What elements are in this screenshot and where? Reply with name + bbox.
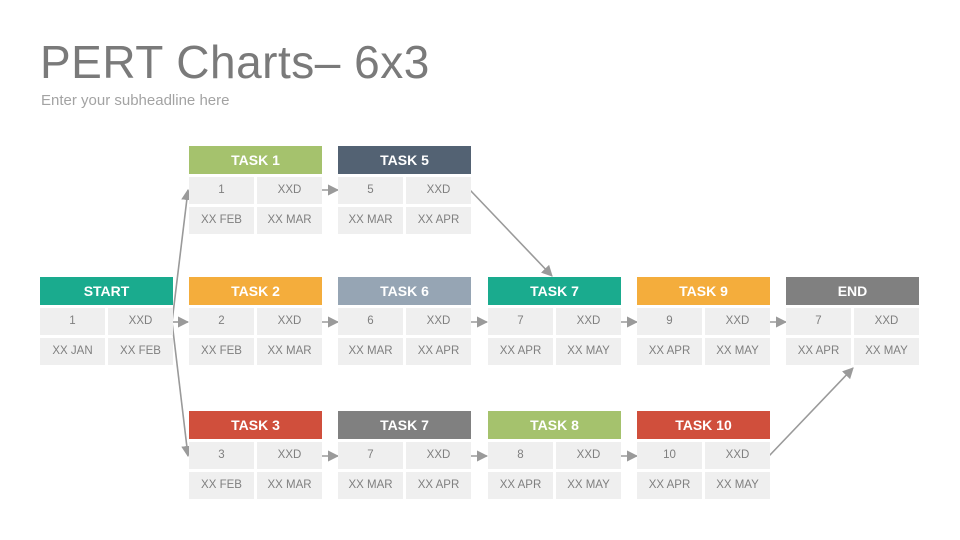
node-end-date: XX MAY: [556, 472, 621, 499]
node-end-date: XX MAR: [257, 472, 322, 499]
node-id: 7: [338, 442, 403, 469]
node-id: 6: [338, 308, 403, 335]
node-title: TASK 3: [189, 411, 322, 439]
node-id: 8: [488, 442, 553, 469]
node-id: 9: [637, 308, 702, 335]
node-id: 7: [786, 308, 851, 335]
node-id: 1: [40, 308, 105, 335]
node-duration: XXD: [705, 442, 770, 469]
node-start-date: XX FEB: [189, 472, 254, 499]
node-duration: XXD: [257, 177, 322, 204]
node-start-date: XX APR: [488, 338, 553, 365]
node-start-date: XX MAR: [338, 472, 403, 499]
node-duration: XXD: [854, 308, 919, 335]
node-duration: XXD: [108, 308, 173, 335]
node-title: TASK 10: [637, 411, 770, 439]
node-task-5: TASK 5 5 XXD XX MAR XX APR: [338, 146, 471, 235]
page-subtitle: Enter your subheadline here: [41, 92, 230, 109]
node-title: END: [786, 277, 919, 305]
node-start-date: XX MAR: [338, 338, 403, 365]
node-end-date: XX MAY: [705, 472, 770, 499]
node-id: 5: [338, 177, 403, 204]
node-task-9: TASK 9 9 XXD XX APR XX MAY: [637, 277, 770, 366]
node-title: TASK 7: [338, 411, 471, 439]
page-title: PERT Charts– 6x3: [40, 36, 430, 88]
node-end-date: XX APR: [406, 207, 471, 234]
node-end-date: XX MAR: [257, 338, 322, 365]
node-title: TASK 5: [338, 146, 471, 174]
node-task-7: TASK 7 7 XXD XX APR XX MAY: [488, 277, 621, 366]
node-task-8: TASK 8 8 XXD XX APR XX MAY: [488, 411, 621, 500]
node-start-date: XX APR: [637, 472, 702, 499]
node-task-2: TASK 2 2 XXD XX FEB XX MAR: [189, 277, 322, 366]
node-task-7-lower: TASK 7 7 XXD XX MAR XX APR: [338, 411, 471, 500]
node-start-date: XX MAR: [338, 207, 403, 234]
node-end-date: XX FEB: [108, 338, 173, 365]
node-title: TASK 9: [637, 277, 770, 305]
arrow-start-task3: [171, 321, 193, 458]
node-title: START: [40, 277, 173, 305]
node-duration: XXD: [556, 308, 621, 335]
node-id: 3: [189, 442, 254, 469]
node-start-date: XX APR: [637, 338, 702, 365]
node-id: 7: [488, 308, 553, 335]
node-end-date: XX MAY: [854, 338, 919, 365]
node-start: START 1 XXD XX JAN XX FEB: [40, 277, 173, 366]
arrow-start-task1: [171, 188, 193, 323]
node-duration: XXD: [705, 308, 770, 335]
node-task-6: TASK 6 6 XXD XX MAR XX APR: [338, 277, 471, 366]
node-end-date: XX MAR: [257, 207, 322, 234]
node-task-3: TASK 3 3 XXD XX FEB XX MAR: [189, 411, 322, 500]
node-end: END 7 XXD XX APR XX MAY: [786, 277, 919, 366]
node-id: 1: [189, 177, 254, 204]
node-duration: XXD: [257, 308, 322, 335]
node-task-1: TASK 1 1 XXD XX FEB XX MAR: [189, 146, 322, 235]
node-id: 2: [189, 308, 254, 335]
node-start-date: XX FEB: [189, 338, 254, 365]
node-duration: XXD: [406, 308, 471, 335]
node-end-date: XX MAY: [705, 338, 770, 365]
node-start-date: XX APR: [488, 472, 553, 499]
node-end-date: XX MAY: [556, 338, 621, 365]
node-start-date: XX FEB: [189, 207, 254, 234]
node-id: 10: [637, 442, 702, 469]
node-title: TASK 7: [488, 277, 621, 305]
node-title: TASK 1: [189, 146, 322, 174]
arrow-task5-task7: [469, 189, 553, 277]
node-duration: XXD: [406, 177, 471, 204]
node-task-10: TASK 10 10 XXD XX APR XX MAY: [637, 411, 770, 500]
node-end-date: XX APR: [406, 472, 471, 499]
node-title: TASK 6: [338, 277, 471, 305]
node-duration: XXD: [257, 442, 322, 469]
node-duration: XXD: [406, 442, 471, 469]
node-title: TASK 2: [189, 277, 322, 305]
node-duration: XXD: [556, 442, 621, 469]
node-start-date: XX APR: [786, 338, 851, 365]
arrow-task10-end: [768, 367, 854, 457]
node-title: TASK 8: [488, 411, 621, 439]
node-end-date: XX APR: [406, 338, 471, 365]
node-start-date: XX JAN: [40, 338, 105, 365]
